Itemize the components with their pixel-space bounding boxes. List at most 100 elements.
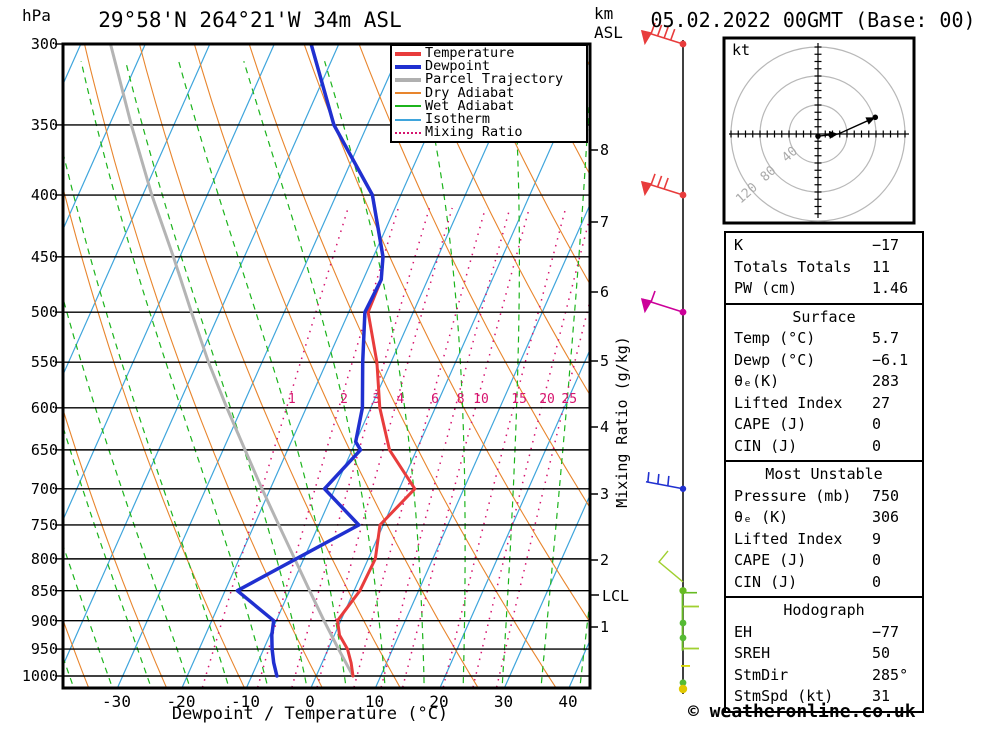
wet-adiabat-line [64,301,191,687]
panel-row-value: −77 [872,622,900,641]
panel-row-value: −17 [872,236,900,254]
panel-row: Totals Totals 11 [726,257,922,279]
temp-tick-label: 30 [493,692,514,711]
dry-adiabat-line [413,45,589,394]
km-unit: km [594,4,614,23]
temp-tick-label: -20 [166,692,196,711]
panel-row-value: 27 [872,393,891,412]
sounding-traces [109,45,417,678]
barb-flag [640,298,653,314]
legend-row: Wet Adiabat [392,97,586,114]
mixing-ratio-value: 8 [457,392,465,407]
legend-line-sample [395,51,421,56]
km-tick-label: 6 [600,283,610,301]
panel-row: Dewp (°C) −6.1 [726,350,922,372]
panel-row: Lifted Index 27 [726,393,922,415]
legend-row: Dewpoint [392,60,586,73]
pressure-tick-label: 500 [30,303,58,322]
pressure-tick-label: 950 [30,640,58,659]
km-tick-label: 8 [600,141,610,159]
temp-tick-label: -10 [231,692,260,711]
isotherm-line [64,45,146,228]
legend-label: Temperature [425,45,515,62]
legend-line-sample [395,118,421,121]
panel-row-label: StmDir [734,665,789,684]
panel-row: θₑ (K) 306 [726,507,922,529]
km-tick-label: 4 [600,418,610,436]
panel-row-value: 750 [872,486,900,505]
panel-row-label: θₑ (K) [734,508,789,526]
panel-row-value: 0 [872,551,882,569]
panel-title: Surface [792,307,856,326]
mixing-ratio-value: 6 [431,392,439,407]
hodograph-arrowhead [865,117,876,125]
temperature-axis-label: Dewpoint / Temperature (°C) [171,704,449,724]
panel-row: CIN (J) 0 [726,436,922,458]
barb-feather [663,177,669,190]
panel-row: CAPE (J) 0 [726,550,922,572]
hodograph-point [815,133,821,139]
legend-label: Mixing Ratio [425,124,523,141]
pressure-tick-label: 700 [30,479,58,498]
panel-row-value: −6.1 [872,350,909,369]
panel-row-label: Pressure (mb) [734,486,852,505]
barb-feather [650,173,656,186]
legend-line-sample [395,77,421,82]
pressure-tick-label: 650 [30,440,58,459]
panel-row-value: 0 [872,572,882,591]
pressure-tick-label: 750 [30,515,58,534]
barb-feather [650,22,656,35]
legend: Temperature Dewpoint Parcel Trajectory Dry … [390,44,588,144]
panel-row-label: CIN (J) [734,572,798,591]
panel-row: K −17 [726,235,922,257]
barb-feather [650,290,656,303]
panel-row: θₑ(K) 283 [726,371,922,393]
isotherm-line [310,61,589,687]
barb-station-dot [679,308,687,316]
mixing-ratio-value: 15 [511,392,527,407]
pressure-tick-label: 400 [30,186,58,204]
wet-adiabat-line [178,61,347,687]
pressure-axis-unit: hPa [22,6,51,25]
dry-adiabat-line [304,45,589,621]
barb-station-dot [678,684,688,694]
dry-adiabat-line [139,45,401,687]
legend-row: Dry Adiabat [392,86,586,100]
asl-unit: ASL [594,23,623,42]
panel-row-value: 5.7 [872,329,900,347]
panel-row-value: 0 [872,415,882,433]
mixing-ratio-line [291,207,431,687]
barb-station-dot [679,619,687,627]
isotherm-line [117,45,404,687]
panel-row-value: 0 [872,436,882,455]
km-axis-ticks [590,149,599,628]
altitude-axis-unit: km ASL [594,4,623,42]
credit-link[interactable]: © weatheronline.co.uk [688,701,916,722]
hodograph-unit-label: kt [732,41,751,59]
km-tick-label: 7 [600,213,610,231]
barb-feather [669,28,676,41]
panel-row-label: Lifted Index [734,529,843,548]
legend-label: Isotherm [425,111,491,128]
legend-row: Temperature [392,45,586,62]
dry-adiabat-line [64,412,167,687]
panel-row: CAPE (J) 0 [726,414,922,436]
barb-station-dot [679,634,687,642]
wind-barb-column [640,22,699,694]
isotherms [64,45,589,687]
isotherm-line [181,45,468,687]
dewpoint-trace [235,45,385,678]
barb-feather [656,175,663,188]
background-line-families [64,45,589,687]
panel-row: Lifted Index 9 [726,529,922,551]
dry-adiabat-line [249,45,556,687]
panel-row-value: 50 [872,644,891,662]
legend-label: Wet Adiabat [425,97,515,114]
mixing-ratio-value: 2 [340,392,348,407]
page-title: 29°58'N 264°21'W 34m ASL [98,8,402,32]
dry-adiabat-line [64,622,89,687]
wet-adiabat-line [64,156,230,687]
mixing-ratio-axis-label: Mixing Ratio (g/kg) [613,336,631,508]
